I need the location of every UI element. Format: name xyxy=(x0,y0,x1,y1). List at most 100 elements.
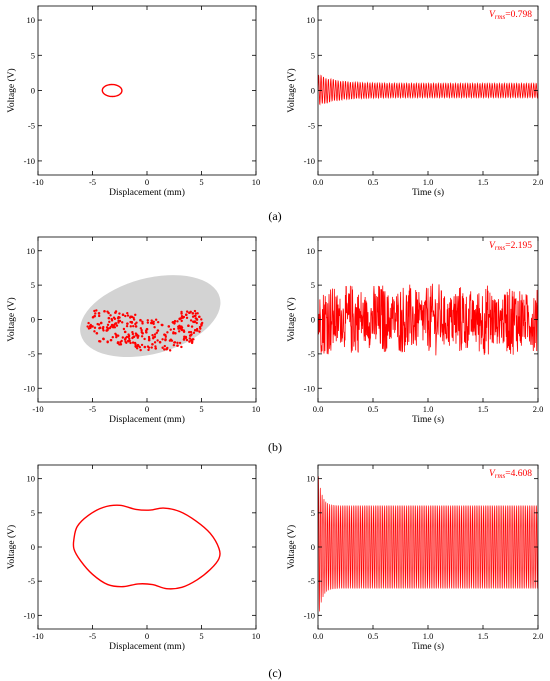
y-tick-label: 5 xyxy=(311,280,315,290)
caption-a: (a) xyxy=(268,209,282,223)
y-tick-label: 0 xyxy=(31,86,35,96)
data-point xyxy=(135,347,139,350)
vrms-annotation: Vrms=4.608 xyxy=(489,469,532,480)
data-point xyxy=(180,319,183,323)
data-point xyxy=(154,345,157,348)
data-point xyxy=(146,319,149,322)
data-point xyxy=(113,317,117,321)
data-point xyxy=(118,316,121,319)
data-point xyxy=(116,341,120,345)
data-point xyxy=(141,322,144,325)
data-point xyxy=(139,318,142,322)
caption-b: (b) xyxy=(268,440,282,454)
data-point xyxy=(87,321,90,325)
vrms-annotation: Vrms=0.798 xyxy=(489,10,532,21)
data-point xyxy=(180,325,183,328)
vrms-symbol: V xyxy=(489,241,496,251)
data-point xyxy=(198,330,201,333)
data-point xyxy=(147,348,150,352)
x-tick-label: 1.5 xyxy=(478,177,489,187)
vrms-symbol: V xyxy=(489,469,496,479)
data-point xyxy=(178,317,182,320)
plot-area xyxy=(318,74,538,106)
data-point xyxy=(96,322,99,326)
data-point xyxy=(191,312,195,315)
data-point xyxy=(153,341,157,344)
data-point xyxy=(169,328,172,331)
data-point xyxy=(164,339,167,342)
data-point xyxy=(193,309,197,313)
data-point xyxy=(131,336,134,340)
data-point xyxy=(173,341,176,344)
data-point xyxy=(143,337,146,341)
data-point xyxy=(140,343,144,347)
data-point xyxy=(156,320,160,324)
data-point xyxy=(89,325,92,328)
data-point xyxy=(191,320,195,323)
data-point xyxy=(139,327,143,330)
data-point xyxy=(200,324,203,327)
data-point xyxy=(107,327,110,330)
data-point xyxy=(187,330,191,334)
data-point xyxy=(139,348,142,352)
data-point xyxy=(115,324,119,327)
data-point xyxy=(189,319,193,322)
data-point xyxy=(107,311,110,315)
data-point xyxy=(95,331,99,335)
plot-area xyxy=(318,283,538,356)
y-tick-label: 5 xyxy=(311,50,315,60)
tick-labels: -10 -5 0 5 10 10 5 0 -5 -10 xyxy=(24,474,261,641)
x-tick-label: 0.0 xyxy=(313,177,324,187)
data-point xyxy=(166,331,169,334)
x-tick-label: 1.5 xyxy=(478,404,489,414)
data-point xyxy=(158,340,162,344)
data-point xyxy=(121,321,124,324)
data-point xyxy=(109,314,112,317)
data-point xyxy=(134,322,137,326)
data-point xyxy=(103,309,106,313)
data-point xyxy=(187,324,190,327)
y-tick-label: -10 xyxy=(304,383,315,393)
tick-labels: -10 -5 0 5 10 10 5 0 -5 -10 xyxy=(24,15,261,187)
chart-c-phase: -10 -5 0 5 10 10 5 0 -5 -10 Displacement (mm) Volta… xyxy=(6,464,261,652)
data-point xyxy=(147,346,151,349)
data-point xyxy=(140,329,143,332)
data-point xyxy=(97,312,101,315)
x-tick-label: -10 xyxy=(32,404,43,414)
data-point xyxy=(115,335,118,339)
data-point xyxy=(114,310,118,313)
x-tick-label: 2.0 xyxy=(533,177,544,187)
chart-a-phase: -10 -5 0 5 10 10 5 0 -5 -10 Displacement (mm) Volta… xyxy=(6,5,261,198)
chart-c-time: 0.0 0.5 1.0 1.5 2.0 10 5 0 -5 -10 Time (s) Voltage … xyxy=(286,464,543,652)
data-point xyxy=(129,341,132,345)
x-tick-label: 0.5 xyxy=(368,631,379,641)
data-point xyxy=(189,330,193,334)
data-point xyxy=(126,311,129,315)
data-point xyxy=(196,312,199,315)
y-tick-label: -5 xyxy=(28,349,35,359)
data-point xyxy=(106,341,109,344)
data-point xyxy=(97,314,101,318)
data-point xyxy=(95,309,98,312)
data-point xyxy=(161,346,164,349)
vrms-symbol: V xyxy=(489,10,496,20)
y-axis-label: Voltage (V) xyxy=(286,525,297,569)
y-tick-label: -5 xyxy=(308,121,315,131)
data-point xyxy=(132,324,135,328)
x-tick-label: -10 xyxy=(32,177,43,187)
orbit-line xyxy=(72,504,221,590)
data-point xyxy=(120,339,123,343)
data-point xyxy=(128,316,132,319)
data-point xyxy=(118,319,122,323)
data-point xyxy=(136,336,140,339)
data-point xyxy=(200,318,203,321)
data-point xyxy=(154,318,158,321)
data-point xyxy=(124,340,127,343)
data-point xyxy=(172,332,175,335)
data-point xyxy=(129,325,132,328)
data-point xyxy=(121,313,125,316)
data-point xyxy=(144,329,148,332)
data-point xyxy=(172,343,176,347)
vrms-value: =0.798 xyxy=(505,10,532,20)
